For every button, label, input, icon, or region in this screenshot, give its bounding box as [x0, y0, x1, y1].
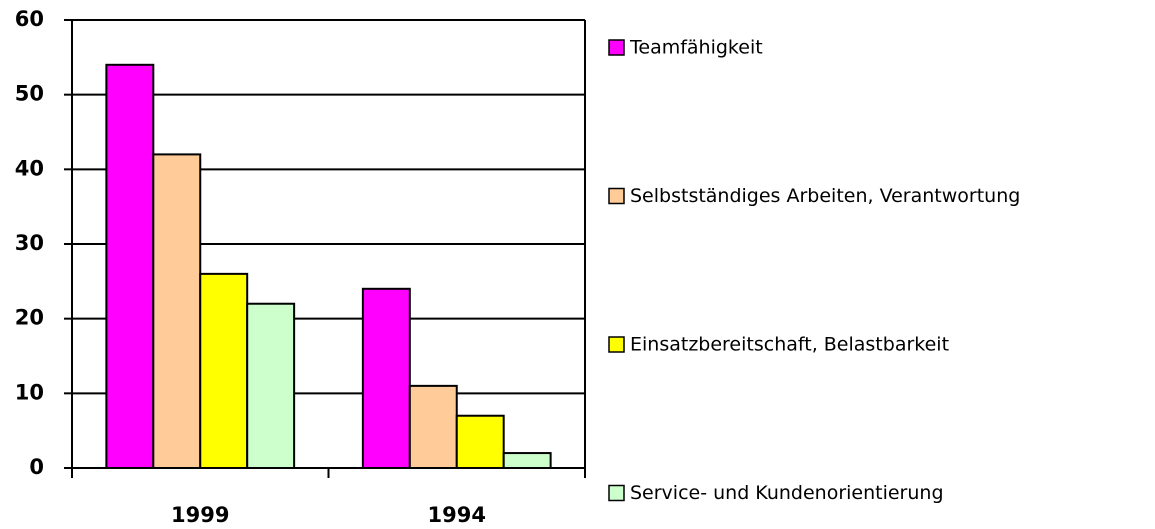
y-tick-label: 60: [15, 7, 44, 31]
bar: [152, 153, 202, 469]
x-tick-label: 1994: [428, 503, 486, 527]
bar: [408, 384, 458, 469]
legend-label: Selbstständiges Arbeiten, Verantwortung: [630, 185, 1020, 207]
legend-swatch: [608, 187, 625, 205]
y-tick-label: 40: [15, 156, 44, 180]
legend-swatch: [608, 39, 625, 56]
y-tick-label: 30: [15, 231, 44, 255]
legend-swatch: [608, 484, 625, 502]
legend-swatch: [608, 336, 625, 353]
y-tick-label: 0: [29, 455, 44, 479]
bar: [502, 452, 552, 470]
y-tick-label: 10: [15, 380, 44, 404]
y-tick-label: 20: [15, 306, 44, 330]
x-tick-label: 1999: [171, 503, 229, 527]
bar: [199, 272, 249, 469]
legend-label: Teamfähigkeit: [629, 37, 763, 59]
bar: [361, 287, 411, 469]
bar: [246, 302, 296, 469]
legend-label: Service- und Kundenorientierung: [630, 482, 944, 504]
bar: [105, 63, 155, 470]
bar: [455, 414, 505, 470]
y-tick-label: 50: [15, 82, 44, 106]
legend-label: Einsatzbereitschaft, Belastbarkeit: [630, 334, 949, 356]
